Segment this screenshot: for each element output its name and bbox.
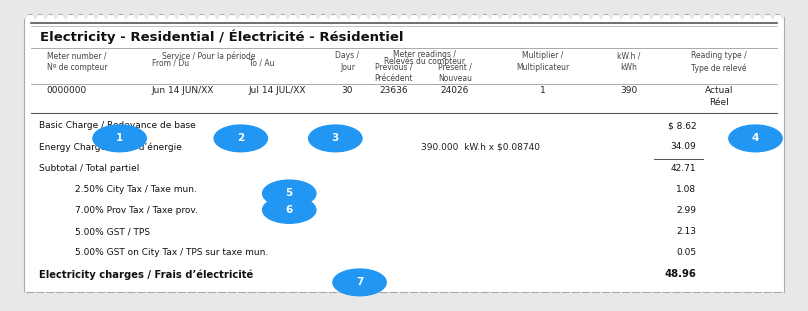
Text: From / Du: From / Du	[152, 58, 189, 67]
Text: Jul 14 JUL/XX: Jul 14 JUL/XX	[249, 86, 306, 95]
Text: $ 8.62: $ 8.62	[668, 121, 696, 130]
Text: Days /
Jour: Days / Jour	[335, 51, 360, 72]
Text: 24026: 24026	[440, 86, 469, 95]
Text: Previous /
Précédent: Previous / Précédent	[374, 62, 413, 83]
Text: Meter number /
Nº de compteur: Meter number / Nº de compteur	[47, 51, 107, 72]
Text: Subtotal / Total partiel: Subtotal / Total partiel	[39, 164, 139, 173]
Text: 3: 3	[332, 133, 339, 143]
Text: 4: 4	[751, 133, 760, 143]
Text: 42.71: 42.71	[671, 164, 696, 173]
Text: 2.13: 2.13	[676, 227, 696, 236]
Text: 48.96: 48.96	[665, 269, 696, 279]
Text: 5.00% GST / TPS: 5.00% GST / TPS	[75, 227, 150, 236]
Text: 1: 1	[540, 86, 546, 95]
Text: 2.50% City Tax / Taxe mun.: 2.50% City Tax / Taxe mun.	[75, 185, 197, 194]
Text: 34.09: 34.09	[671, 142, 696, 151]
Text: kW.h /
kWh: kW.h / kWh	[617, 51, 640, 72]
Text: Electricity charges / Frais d’électricité: Electricity charges / Frais d’électricit…	[39, 269, 253, 280]
Text: 2: 2	[238, 133, 244, 143]
Text: Relevés du compteur: Relevés du compteur	[384, 57, 465, 66]
Text: Basic Charge / Redevance de base: Basic Charge / Redevance de base	[39, 121, 196, 130]
Text: Multiplier /
Multiplicateur: Multiplier / Multiplicateur	[516, 51, 570, 72]
Text: Meter readings /: Meter readings /	[393, 50, 456, 59]
Text: Jun 14 JUN/XX: Jun 14 JUN/XX	[152, 86, 214, 95]
Text: Service / Pour la période: Service / Pour la période	[162, 51, 255, 61]
Text: 2.99: 2.99	[676, 206, 696, 215]
Text: 5: 5	[286, 188, 292, 198]
Text: To / Au: To / Au	[249, 58, 275, 67]
Text: Energy Charge / Frais d’énergie: Energy Charge / Frais d’énergie	[39, 142, 182, 152]
Text: 7.00% Prov Tax / Taxe prov.: 7.00% Prov Tax / Taxe prov.	[75, 206, 198, 215]
Text: 23636: 23636	[379, 86, 408, 95]
Text: 1.08: 1.08	[676, 185, 696, 194]
Text: 390.000  kW.h x $0.08740: 390.000 kW.h x $0.08740	[421, 142, 541, 151]
Ellipse shape	[729, 125, 782, 152]
Text: 30: 30	[342, 86, 353, 95]
Ellipse shape	[309, 125, 362, 152]
Text: 390: 390	[620, 86, 638, 95]
Text: Actual
Réel: Actual Réel	[705, 86, 734, 107]
Text: Electricity - Residential / Électricité - Résidentiel: Electricity - Residential / Électricité …	[40, 30, 404, 44]
Text: 5.00% GST on City Tax / TPS sur taxe mun.: 5.00% GST on City Tax / TPS sur taxe mun…	[75, 248, 268, 257]
Text: 6: 6	[286, 205, 292, 215]
Ellipse shape	[333, 269, 386, 296]
Ellipse shape	[263, 180, 316, 207]
Text: 0.05: 0.05	[676, 248, 696, 257]
Ellipse shape	[263, 197, 316, 223]
Text: 7: 7	[356, 277, 364, 287]
Text: Present /
Nouveau: Present / Nouveau	[438, 62, 472, 83]
Ellipse shape	[214, 125, 267, 152]
Text: Reading type /
Type de relevé: Reading type / Type de relevé	[692, 51, 747, 73]
FancyBboxPatch shape	[24, 14, 784, 292]
Ellipse shape	[93, 125, 146, 152]
Text: 1: 1	[116, 133, 123, 143]
Text: 0000000: 0000000	[47, 86, 87, 95]
